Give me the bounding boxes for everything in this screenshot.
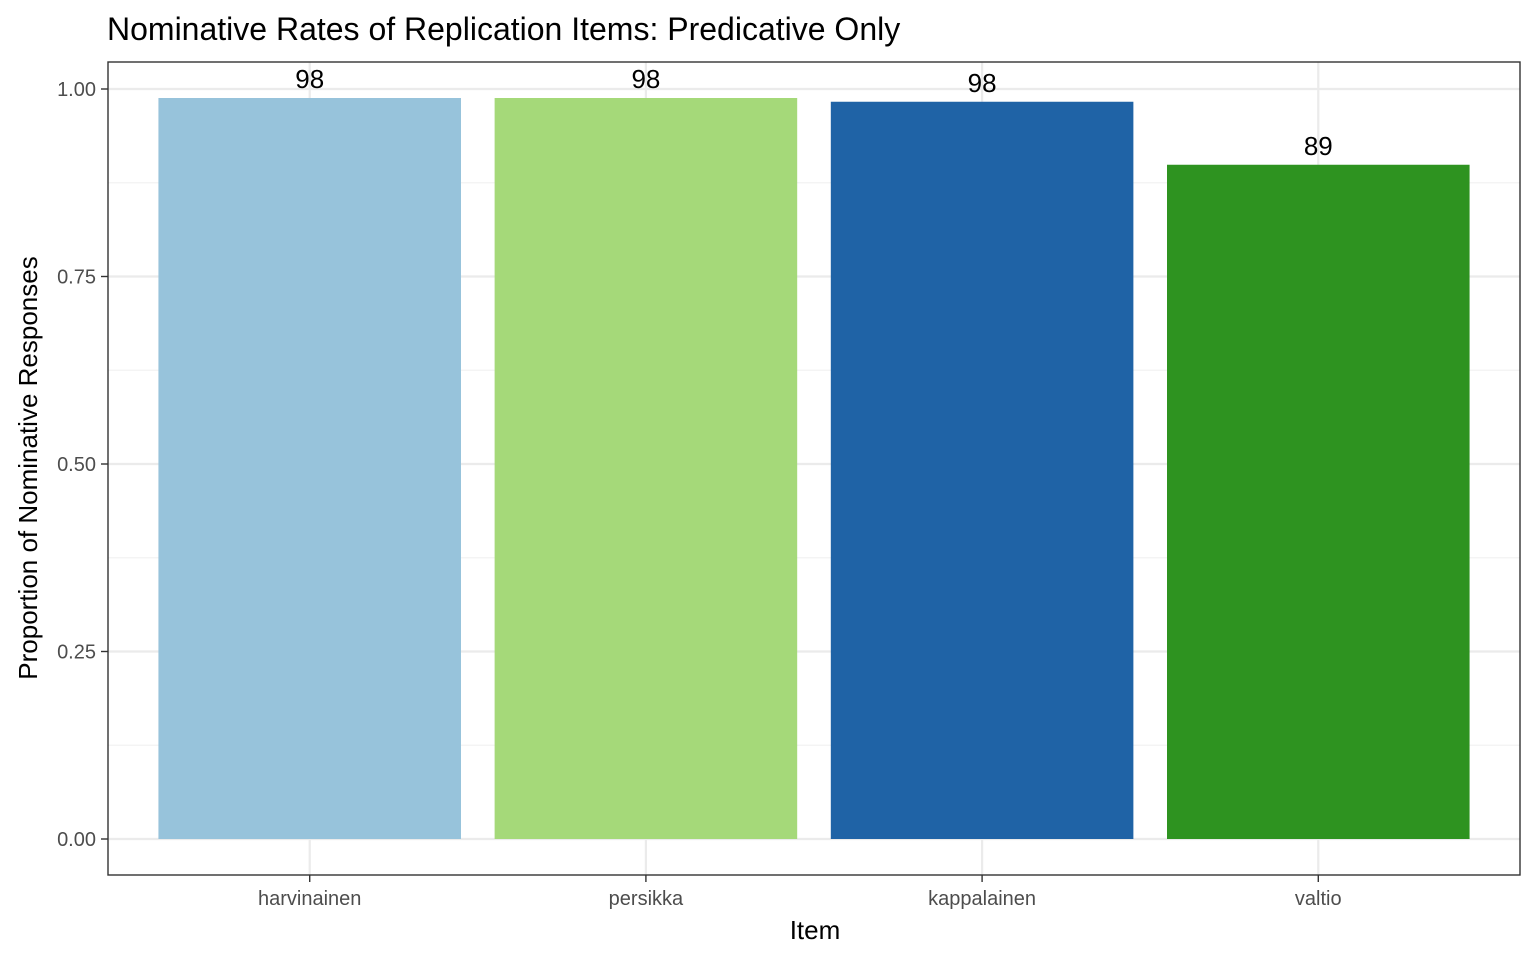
bar-harvinainen xyxy=(158,98,461,839)
y-tick-label: 1.00 xyxy=(57,79,96,101)
x-axis: harvinainen persikka kappalainen valtio xyxy=(258,875,1342,910)
data-label-harvinainen: 98 xyxy=(295,64,324,94)
x-tick-label-valtio: valtio xyxy=(1295,888,1342,910)
x-tick-label-persikka: persikka xyxy=(609,888,684,910)
y-tick-label: 0.75 xyxy=(57,267,96,289)
data-label-valtio: 89 xyxy=(1304,131,1333,161)
panel-border xyxy=(107,61,1521,876)
data-label-persikka: 98 xyxy=(631,64,660,94)
y-tick-label: 0.50 xyxy=(57,454,96,476)
bars xyxy=(158,98,1470,839)
y-axis: 0.00 0.25 0.50 0.75 1.00 xyxy=(57,79,108,851)
data-labels: 98 98 98 89 xyxy=(295,64,1332,161)
plot-panel: 98 98 98 89 xyxy=(107,61,1521,876)
x-tick-label-harvinainen: harvinainen xyxy=(258,888,361,910)
bar-valtio xyxy=(1167,164,1470,839)
bar-kappalainen xyxy=(830,101,1134,839)
x-tick-label-kappalainen: kappalainen xyxy=(928,888,1036,910)
bar-persikka xyxy=(494,98,798,839)
chart-title: Nominative Rates of Replication Items: P… xyxy=(107,11,900,47)
y-tick-label: 0.00 xyxy=(57,829,96,851)
data-label-kappalainen: 98 xyxy=(968,68,997,98)
x-axis-title: Item xyxy=(790,915,841,945)
y-axis-title: Proportion of Nominative Responses xyxy=(13,256,43,679)
y-tick-label: 0.25 xyxy=(57,642,96,664)
